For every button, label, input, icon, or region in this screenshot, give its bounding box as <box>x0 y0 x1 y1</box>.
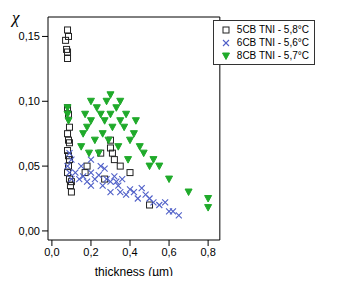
svg-text:0,4: 0,4 <box>122 246 137 258</box>
svg-text:thickness (µm): thickness (µm) <box>95 265 173 276</box>
svg-text:0,10: 0,10 <box>19 95 40 107</box>
html-text:8CB TNI - 5,7°C: 8CB TNI - 5,7°C <box>236 50 309 61</box>
svg-text:0,2: 0,2 <box>83 246 98 258</box>
html-text:5CB TNI - 5,8°C: 5CB TNI - 5,8°C <box>236 24 309 35</box>
svg-text:0,00: 0,00 <box>19 225 40 237</box>
html-text:6CB TNI - 5,6°C: 6CB TNI - 5,6°C <box>236 37 309 48</box>
svg-text:0,15: 0,15 <box>19 30 40 42</box>
svg-text:0,05: 0,05 <box>19 160 40 172</box>
html-text:χ: χ <box>12 8 20 27</box>
svg-text:0,0: 0,0 <box>44 246 59 258</box>
svg-text:0,8: 0,8 <box>200 246 215 258</box>
svg-text:0,6: 0,6 <box>161 246 176 258</box>
